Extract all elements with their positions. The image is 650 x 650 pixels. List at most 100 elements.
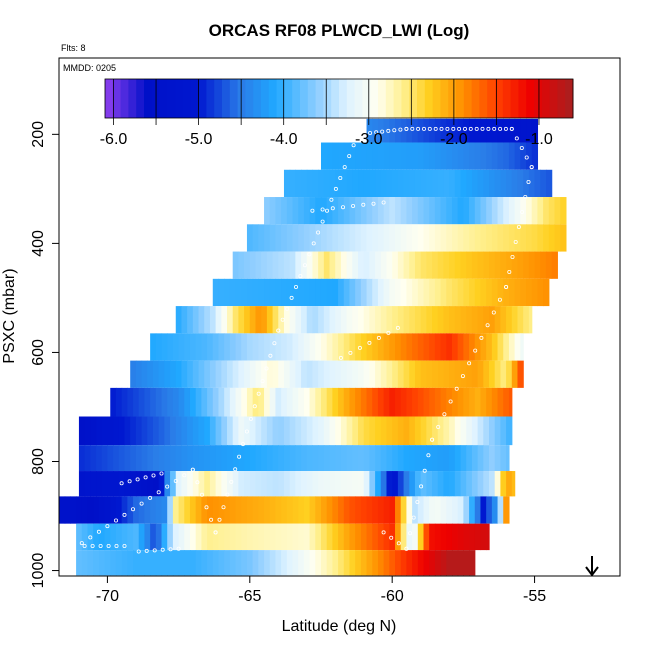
heatmap-cell (224, 496, 231, 524)
y-tick-label: 1000 (30, 553, 47, 589)
heatmap-cell (252, 278, 259, 307)
heatmap-cell (98, 550, 106, 576)
colorbar-cell (183, 79, 192, 118)
heatmap-cell (477, 416, 484, 446)
heatmap-cell (346, 306, 353, 334)
heatmap-cell (358, 445, 365, 472)
heatmap-cell (469, 118, 476, 143)
heatmap-cell (241, 550, 248, 576)
profile-marker (514, 136, 519, 141)
profile-marker (451, 126, 456, 131)
heatmap-cell (295, 251, 302, 279)
profile-marker (320, 207, 325, 212)
heatmap-band (59, 496, 510, 524)
heatmap-cell (528, 251, 536, 279)
heatmap-cell (434, 278, 442, 307)
heatmap-cell (380, 251, 388, 279)
heatmap-cell (192, 416, 200, 446)
heatmap-cell (286, 333, 294, 361)
heatmap-cell (161, 523, 168, 551)
heatmap-cell (423, 278, 430, 307)
heatmap-cell (312, 251, 319, 279)
heatmap-cell (375, 445, 382, 472)
heatmap-cell (383, 387, 390, 417)
heatmap-cell (446, 142, 453, 170)
heatmap-cell (101, 445, 109, 472)
heatmap-cell (480, 142, 487, 170)
heatmap-cell (326, 523, 333, 551)
axes: -70 -65 -60 -55 200 400 600 800 1000 (30, 121, 546, 605)
heatmap-cell (187, 306, 194, 334)
heatmap-cell (241, 333, 248, 361)
heatmap-cell (380, 169, 388, 198)
heatmap-cell (292, 496, 299, 524)
heatmap-cell (87, 550, 94, 576)
heatmap-cell (403, 251, 410, 279)
heatmap-cell (318, 416, 325, 446)
heatmap-cell (135, 416, 143, 446)
heatmap-cell (189, 496, 197, 524)
heatmap-cell (326, 387, 333, 417)
profile-marker (307, 252, 312, 257)
profile-marker (426, 453, 431, 458)
heatmap-cell (397, 360, 405, 388)
profile-marker (355, 132, 360, 137)
heatmap-cell (406, 550, 413, 576)
heatmap-cell (560, 224, 567, 252)
heatmap-cell (275, 550, 282, 576)
heatmap-cell (383, 142, 390, 170)
heatmap-cell (192, 306, 200, 334)
heatmap-cell (434, 224, 442, 252)
heatmap-cell (320, 387, 328, 417)
heatmap-cell (369, 416, 376, 446)
heatmap-cell (261, 416, 268, 446)
heatmap-cell (346, 416, 353, 446)
heatmap-cell (511, 169, 519, 198)
heatmap-cell (212, 333, 220, 361)
heatmap-cell (372, 523, 379, 551)
heatmap-cell (517, 251, 524, 279)
colorbar-tick-label: -2.0 (440, 131, 468, 148)
heatmap-cell (420, 445, 427, 472)
heatmap-cell (218, 550, 225, 576)
heatmap-cell (155, 496, 163, 524)
colorbar-cell (456, 79, 465, 118)
heatmap-cell (363, 360, 371, 388)
heatmap-cell (429, 197, 436, 225)
heatmap-cell (440, 387, 447, 417)
heatmap-cell (235, 550, 242, 576)
profile-marker (368, 130, 373, 135)
heatmap-cell (366, 224, 373, 252)
heatmap-cell (423, 523, 430, 551)
heatmap-cell (215, 416, 222, 446)
heatmap-cell (312, 445, 319, 472)
heatmap-cell (406, 278, 413, 307)
heatmap-cell (343, 224, 351, 252)
heatmap-cell (246, 523, 254, 551)
heatmap-cell (306, 251, 314, 279)
heatmap-cell (238, 471, 245, 497)
heatmap-cell (500, 471, 507, 497)
heatmap-cell (366, 197, 373, 225)
heatmap-cell (81, 523, 89, 551)
heatmap-cell (289, 445, 296, 472)
heatmap-cell (338, 550, 345, 576)
heatmap-cell (152, 416, 160, 446)
heatmap-cell (429, 387, 436, 417)
heatmap-cell (340, 445, 348, 472)
heatmap-cell (127, 523, 134, 551)
heatmap-cell (335, 445, 342, 472)
heatmap-cell (286, 387, 294, 417)
heatmap-cell (432, 416, 439, 446)
heatmap-cell (443, 416, 450, 446)
heatmap-cell (389, 142, 396, 170)
heatmap-cell (178, 387, 185, 417)
profile-marker (199, 492, 204, 497)
profile-marker (135, 477, 140, 482)
heatmap-cell (258, 333, 265, 361)
heatmap-cell (343, 387, 351, 417)
heatmap-band (110, 387, 513, 417)
heatmap-cell (249, 306, 257, 334)
colorbar-cell (417, 79, 426, 118)
heatmap-cell (110, 523, 117, 551)
